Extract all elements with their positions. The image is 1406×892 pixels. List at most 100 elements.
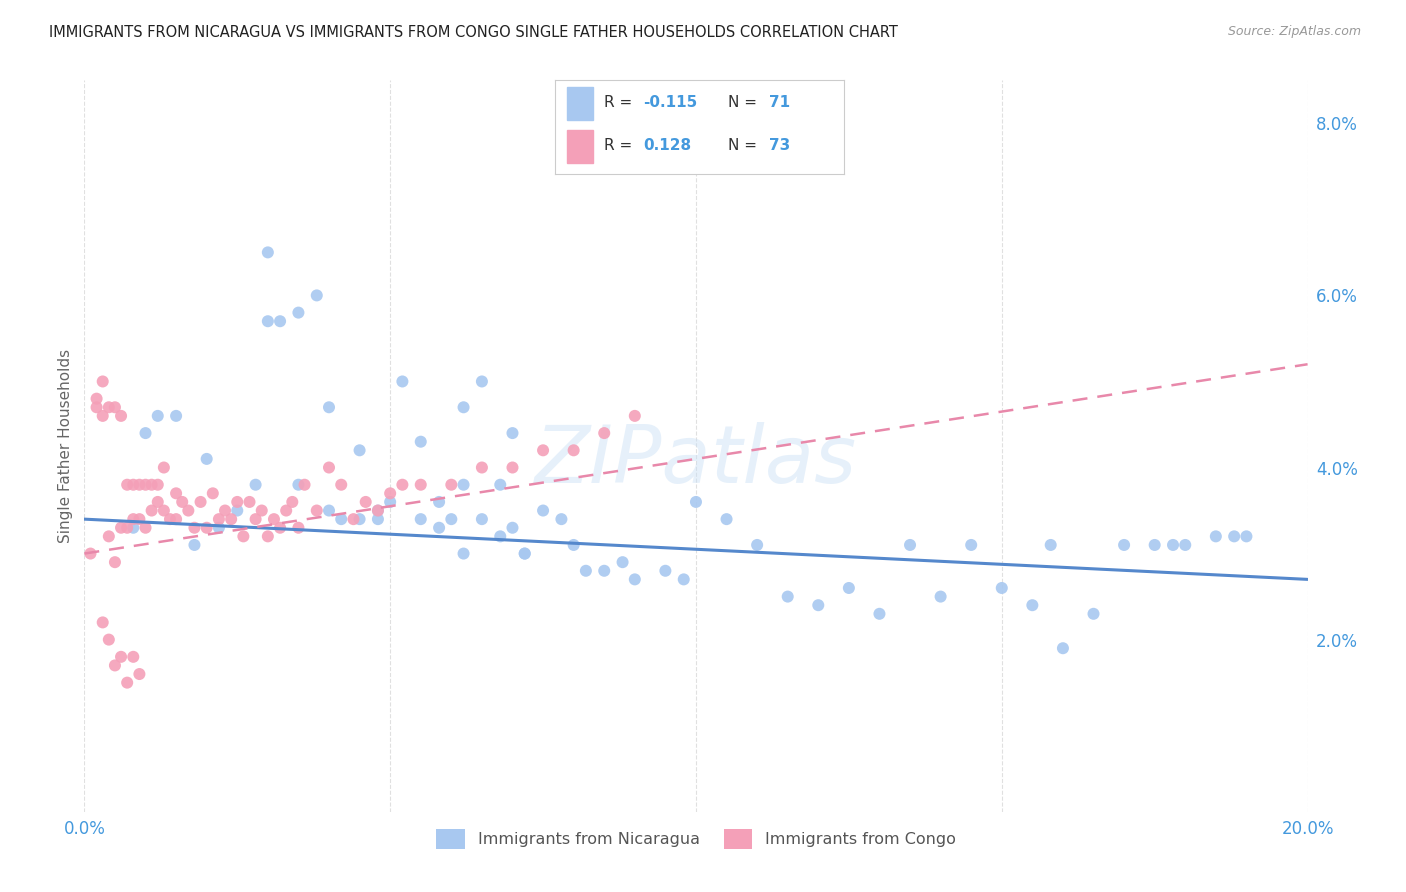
- Point: [159, 512, 181, 526]
- Point: [991, 581, 1014, 595]
- Text: Source: ZipAtlas.com: Source: ZipAtlas.com: [1227, 25, 1361, 38]
- Point: [1114, 538, 1136, 552]
- Point: [1205, 529, 1227, 543]
- Point: [440, 477, 463, 491]
- Point: [367, 512, 389, 526]
- Point: [624, 573, 647, 587]
- Point: [91, 409, 114, 423]
- Point: [318, 401, 340, 415]
- Point: [489, 477, 512, 491]
- Point: [269, 314, 291, 328]
- Point: [562, 538, 585, 552]
- Point: [354, 495, 377, 509]
- Point: [226, 503, 249, 517]
- Point: [391, 477, 413, 491]
- Point: [250, 503, 273, 517]
- Point: [91, 375, 114, 389]
- Point: [208, 521, 231, 535]
- Point: [281, 495, 304, 509]
- Point: [672, 573, 695, 587]
- Point: [409, 477, 432, 491]
- Point: [440, 512, 463, 526]
- Y-axis label: Single Father Households: Single Father Households: [58, 349, 73, 543]
- Point: [226, 495, 249, 509]
- Point: [104, 555, 127, 569]
- Point: [165, 409, 187, 423]
- Point: [153, 460, 176, 475]
- Point: [471, 375, 494, 389]
- Point: [624, 409, 647, 423]
- Point: [165, 512, 187, 526]
- Point: [409, 434, 432, 449]
- Point: [115, 521, 138, 535]
- Point: [502, 521, 524, 535]
- Point: [716, 512, 738, 526]
- Point: [232, 529, 254, 543]
- Point: [153, 503, 176, 517]
- Text: 73: 73: [769, 138, 790, 153]
- Point: [1021, 598, 1043, 612]
- Point: [342, 512, 364, 526]
- Point: [128, 477, 150, 491]
- Point: [146, 409, 169, 423]
- Text: R =: R =: [605, 95, 637, 111]
- Point: [86, 392, 108, 406]
- Point: [135, 521, 157, 535]
- Point: [122, 512, 145, 526]
- Point: [349, 512, 371, 526]
- Point: [1161, 538, 1184, 552]
- Point: [257, 529, 280, 543]
- Point: [776, 590, 799, 604]
- Point: [367, 503, 389, 517]
- Point: [190, 495, 212, 509]
- Point: [122, 521, 145, 535]
- Point: [287, 521, 309, 535]
- Point: [409, 512, 432, 526]
- Point: [593, 426, 616, 441]
- Point: [1143, 538, 1166, 552]
- Point: [318, 503, 340, 517]
- Point: [838, 581, 860, 595]
- Point: [1223, 529, 1246, 543]
- Point: [104, 658, 127, 673]
- Text: N =: N =: [728, 138, 762, 153]
- Point: [263, 512, 285, 526]
- Point: [654, 564, 676, 578]
- Point: [201, 486, 224, 500]
- Point: [1039, 538, 1062, 552]
- Point: [287, 305, 309, 319]
- Point: [502, 460, 524, 475]
- Legend: Immigrants from Nicaragua, Immigrants from Congo: Immigrants from Nicaragua, Immigrants fr…: [430, 822, 962, 855]
- Point: [115, 675, 138, 690]
- Point: [257, 314, 280, 328]
- Point: [86, 401, 108, 415]
- Point: [471, 512, 494, 526]
- Point: [453, 401, 475, 415]
- Point: [238, 495, 260, 509]
- Point: [513, 547, 536, 561]
- Point: [960, 538, 983, 552]
- Point: [195, 451, 218, 466]
- Point: [146, 495, 169, 509]
- Point: [172, 495, 194, 509]
- Point: [294, 477, 316, 491]
- Text: -0.115: -0.115: [644, 95, 697, 111]
- Point: [141, 477, 163, 491]
- Point: [245, 477, 267, 491]
- Point: [685, 495, 707, 509]
- Point: [219, 512, 242, 526]
- Point: [575, 564, 598, 578]
- Point: [257, 245, 280, 260]
- Point: [502, 426, 524, 441]
- Point: [97, 529, 120, 543]
- Point: [453, 547, 475, 561]
- Point: [110, 409, 132, 423]
- Text: R =: R =: [605, 138, 637, 153]
- Point: [550, 512, 572, 526]
- Point: [183, 538, 205, 552]
- Point: [177, 503, 200, 517]
- Point: [489, 529, 512, 543]
- Point: [531, 503, 554, 517]
- Point: [531, 443, 554, 458]
- Text: IMMIGRANTS FROM NICARAGUA VS IMMIGRANTS FROM CONGO SINGLE FATHER HOUSEHOLDS CORR: IMMIGRANTS FROM NICARAGUA VS IMMIGRANTS …: [49, 25, 898, 40]
